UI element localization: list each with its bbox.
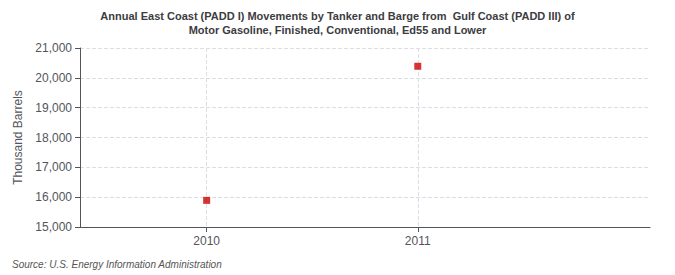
svg-text:20,000: 20,000 [35, 71, 72, 85]
svg-text:19,000: 19,000 [35, 101, 72, 115]
svg-text:Motor Gasoline, Finished, Conv: Motor Gasoline, Finished, Conventional, … [189, 24, 487, 36]
svg-text:2010: 2010 [193, 234, 220, 248]
svg-text:18,000: 18,000 [35, 131, 72, 145]
svg-text:Annual East Coast (PADD I) Mov: Annual East Coast (PADD I) Movements by … [100, 10, 575, 22]
svg-text:16,000: 16,000 [35, 190, 72, 204]
svg-text:17,000: 17,000 [35, 160, 72, 174]
svg-text:Source: U.S. Energy Informatio: Source: U.S. Energy Information Administ… [12, 259, 222, 270]
svg-text:Thousand Barrels: Thousand Barrels [11, 90, 25, 185]
svg-text:2011: 2011 [405, 234, 431, 248]
svg-text:21,000: 21,000 [35, 41, 72, 55]
svg-text:15,000: 15,000 [35, 220, 72, 234]
